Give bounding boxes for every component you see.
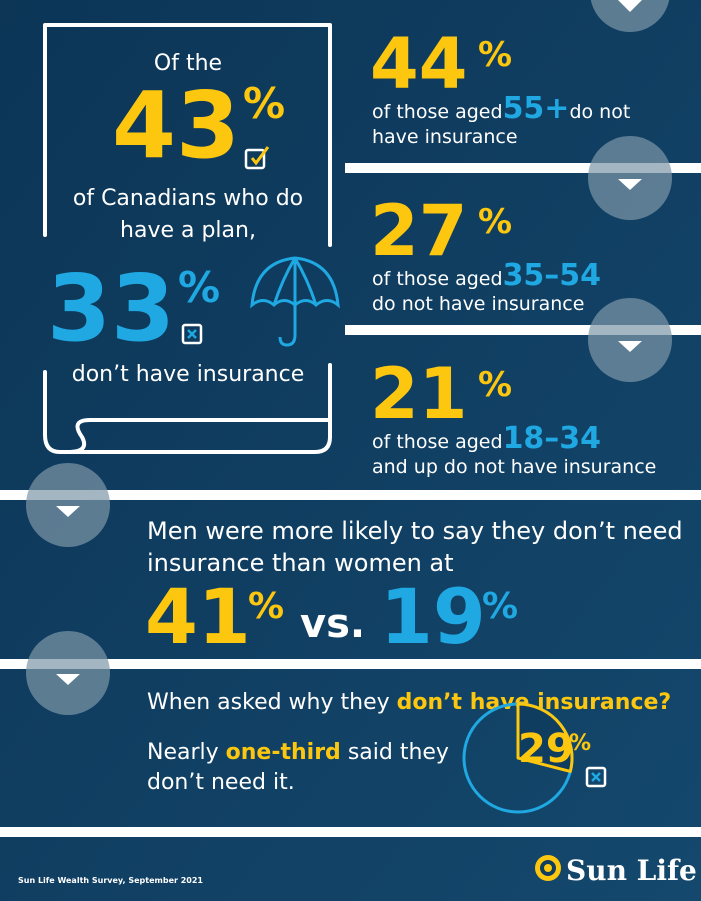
age-line2: do not have insurance [372,293,584,315]
age-line2: have insurance [372,126,518,148]
pie-slice [516,702,574,773]
question: When asked why they don’t have insurance… [147,690,671,715]
x-icon [585,766,607,788]
age-line: of those aged55+do not [372,91,630,126]
age-prefix: of those aged [372,431,503,453]
stat2-sign: % [178,263,220,312]
age-group: 55+ [503,91,570,126]
age-group: 18–34 [503,421,602,456]
answer: don’t need it. [147,770,295,795]
question-prefix: When asked why they [147,690,390,715]
scroll-outline [43,23,332,454]
intro: Of the [154,51,222,76]
logo-mark [535,855,561,881]
source: Sun Life Wealth Survey, September 2021 [18,876,203,885]
answer-prefix: Nearly [147,740,219,765]
logo: Sun Life [566,854,697,887]
answer: Nearly one-third said they [147,740,449,765]
separators [0,163,701,837]
age-value: 21 [370,353,467,435]
vs: vs. [300,601,365,647]
check-icon [244,146,270,170]
age-sign: % [478,202,512,242]
body-text: have a plan, [120,218,256,243]
chevron-circles [26,0,672,715]
men-value: 41 [145,572,251,661]
age-sign: % [478,365,512,405]
age-prefix: of those aged [372,101,503,123]
women-value: 19 [380,572,486,661]
x-icon [181,323,203,345]
body-text: don’t have insurance [72,362,305,387]
gender-text: insurance than women at [147,549,454,577]
age-line: of those aged35–54 [372,258,601,293]
age-group: 35–54 [503,258,602,293]
age-suffix: do not [569,101,630,123]
pie-value: 29 [518,726,574,772]
age-prefix: of those aged [372,268,503,290]
pie-sign: % [569,731,591,756]
age-line2: and up do not have insurance [372,456,656,478]
gender-text: Men were more likely to say they don’t n… [147,517,683,545]
age-value: 27 [370,190,467,272]
body-text: of Canadians who do [73,186,303,211]
men-sign: % [248,586,284,627]
answer-highlight: one-third [226,740,341,765]
stat-sign: % [243,79,285,128]
stat2-value: 33 [47,255,175,362]
answer-suffix: said they [348,740,449,765]
umbrella-icon [250,256,340,347]
age-line: of those aged18–34 [372,421,601,456]
stat-value: 43 [112,72,240,179]
age-sign: % [478,35,512,75]
women-sign: % [482,586,518,627]
age-value: 44 [370,23,467,105]
